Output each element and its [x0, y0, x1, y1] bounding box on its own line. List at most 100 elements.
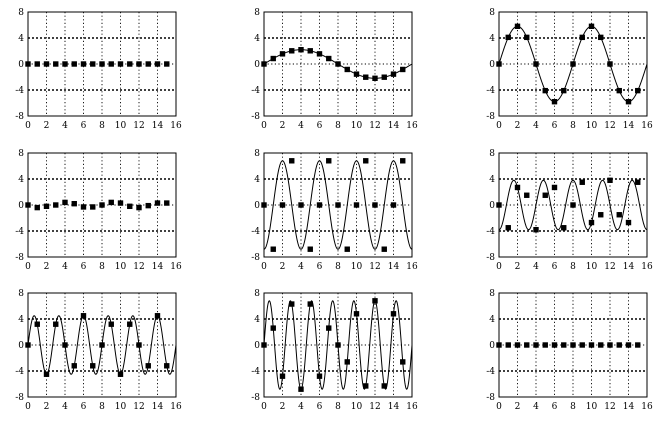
sample-point	[570, 61, 576, 67]
sample-point	[561, 87, 567, 94]
plot-frame	[498, 11, 648, 117]
sample-point	[279, 373, 286, 379]
sample-point	[579, 342, 585, 348]
x-tick-label: 12	[133, 262, 144, 272]
y-tick-label: 8	[18, 8, 24, 18]
sample-point	[551, 184, 558, 191]
x-tick-label: 8	[99, 262, 105, 272]
x-tick-label: 2	[280, 402, 286, 412]
y-tick-label: 4	[18, 175, 24, 185]
y-tick-label: 4	[254, 315, 260, 325]
y-tick-label: -4	[251, 86, 260, 96]
sample-point	[326, 325, 332, 331]
x-tick-label: 2	[515, 402, 521, 412]
sample-point	[335, 61, 341, 67]
sample-point	[344, 359, 350, 365]
sample-point	[400, 158, 406, 164]
sample-point	[533, 61, 539, 67]
y-tick-label: -8	[486, 393, 495, 403]
sample-point	[335, 342, 341, 348]
panel-4: 840-4-80 2 4 6 8 10 12 14 16	[15, 149, 182, 272]
x-tick-label: 12	[604, 262, 615, 272]
sample-point	[279, 202, 286, 208]
y-tick-label: 8	[489, 149, 495, 159]
y-tick-label: 8	[254, 8, 260, 18]
x-tick-label: 16	[170, 262, 182, 272]
x-tick-label: 8	[99, 402, 105, 412]
y-tick-label: 8	[18, 289, 24, 299]
sample-point	[326, 158, 332, 164]
sample-point	[154, 200, 161, 206]
x-tick-label: 10	[586, 121, 598, 131]
y-tick-label: -8	[251, 253, 260, 263]
x-tick-label: 8	[335, 121, 341, 131]
sample-point	[542, 192, 548, 198]
y-tick-label: 0	[18, 201, 24, 211]
x-tick-label: 12	[133, 402, 144, 412]
x-tick-label: 10	[115, 262, 127, 272]
sample-point	[62, 342, 68, 348]
x-tick-label: 12	[604, 402, 615, 412]
sample-point	[363, 158, 369, 164]
y-tick-label: 0	[254, 201, 260, 211]
x-tick-label: 14	[152, 121, 164, 131]
x-tick-label: 0	[25, 121, 31, 131]
x-tick-label: 8	[570, 121, 576, 131]
panel-3: 840-4-80 2 4 6 8 10 12 14 16	[486, 8, 653, 131]
sample-point	[505, 225, 511, 231]
x-tick-label: 0	[261, 402, 267, 412]
x-tick-label: 2	[44, 262, 50, 272]
sample-point	[598, 342, 604, 348]
x-tick-label: 14	[152, 262, 164, 272]
y-tick-label: 0	[254, 60, 260, 70]
x-tick-label: 14	[623, 402, 635, 412]
sample-point	[561, 225, 567, 231]
x-tick-label: 8	[99, 121, 105, 131]
x-tick-label: 6	[81, 262, 87, 272]
sample-point	[363, 383, 369, 389]
sample-point	[298, 202, 304, 208]
x-tick-label: 4	[533, 402, 539, 412]
y-tick-label: -4	[486, 86, 495, 96]
x-tick-label: 12	[604, 121, 615, 131]
sample-point	[390, 71, 397, 77]
sample-point	[298, 386, 304, 392]
y-tick-label: 0	[254, 341, 260, 351]
x-tick-label: 12	[133, 121, 144, 131]
plot-frame	[498, 152, 648, 258]
sample-point	[505, 342, 511, 348]
sample-point	[307, 301, 313, 307]
x-tick-label: 0	[496, 121, 502, 131]
sample-point	[363, 74, 369, 80]
sample-point	[99, 61, 105, 67]
y-tick-label: 4	[18, 315, 24, 325]
sample-point	[607, 61, 613, 67]
sample-point	[136, 342, 142, 348]
sample-point	[381, 74, 387, 80]
sample-point	[353, 311, 360, 317]
plot-frame	[263, 152, 413, 258]
y-tick-label: 8	[254, 289, 260, 299]
y-tick-label: 8	[254, 149, 260, 159]
sample-point	[579, 179, 585, 185]
sample-point	[551, 99, 558, 105]
sample-point	[372, 298, 378, 304]
x-tick-label: 16	[641, 402, 653, 412]
sample-point	[289, 48, 295, 54]
y-tick-label: 0	[18, 60, 24, 70]
sample-point	[635, 87, 641, 94]
sample-point	[570, 342, 576, 348]
x-tick-label: 16	[406, 262, 418, 272]
x-tick-label: 10	[586, 402, 598, 412]
sample-point	[524, 34, 530, 41]
sample-point	[117, 61, 124, 67]
sample-point	[80, 61, 87, 67]
y-tick-label: 4	[254, 34, 260, 44]
sample-point	[154, 313, 161, 319]
x-tick-label: 16	[641, 262, 653, 272]
y-tick-label: 0	[489, 60, 495, 70]
y-tick-label: -4	[486, 367, 495, 377]
x-tick-label: 4	[62, 121, 68, 131]
x-tick-label: 2	[280, 262, 286, 272]
sample-point	[588, 23, 595, 29]
